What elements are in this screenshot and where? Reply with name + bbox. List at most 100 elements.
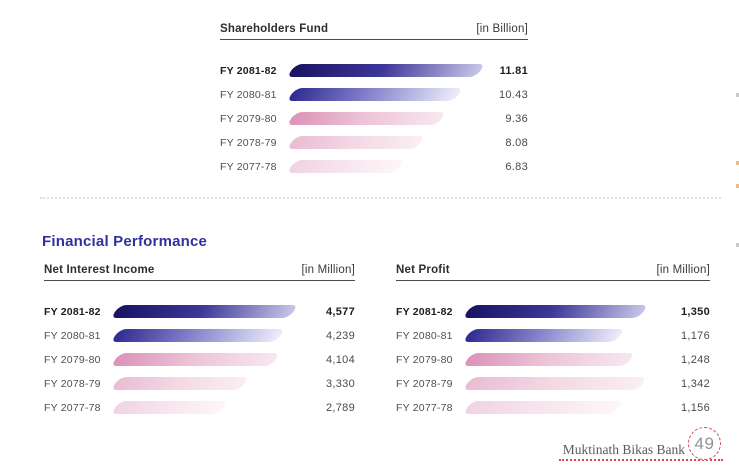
- chart-row: FY 2077-78 1,156: [396, 396, 710, 420]
- bar-track: [460, 329, 664, 343]
- chart-unit-label: [in Billion]: [476, 23, 528, 35]
- chart-rows: FY 2081-82 4,577 FY 2080-81 4,239 FY 2079-80…: [44, 300, 355, 420]
- value-label: 1,176: [680, 330, 710, 342]
- chart-row: FY 2081-82 4,577: [44, 300, 355, 324]
- value-label: 8.08: [505, 137, 528, 149]
- bar-track: [108, 329, 309, 343]
- value-bar: [288, 88, 462, 101]
- bar-track: [460, 401, 664, 415]
- value-bar: [288, 64, 484, 77]
- page-number: 49: [694, 433, 715, 453]
- section-divider: [40, 197, 721, 199]
- chart-row: FY 2081-82 1,350: [396, 300, 710, 324]
- net-interest-income-chart: Net Interest Income [in Million] FY 2081…: [44, 262, 355, 420]
- bar-track: [108, 305, 309, 319]
- bar-track: [284, 160, 482, 174]
- value-bar: [112, 329, 284, 342]
- value-bar: [464, 377, 646, 390]
- edge-tab-mark: [736, 243, 739, 247]
- fiscal-year-label: FY 2077-78: [396, 402, 453, 414]
- value-bar: [464, 305, 647, 318]
- net-profit-chart: Net Profit [in Million] FY 2081-82 1,350 F…: [396, 262, 710, 420]
- chart-row: FY 2078-79 3,330: [44, 372, 355, 396]
- value-bar: [288, 112, 445, 125]
- value-bar: [464, 401, 622, 414]
- fiscal-year-label: FY 2080-81: [44, 330, 101, 342]
- fiscal-year-label: FY 2081-82: [44, 306, 101, 318]
- bar-track: [284, 112, 482, 126]
- fiscal-year-label: FY 2081-82: [220, 65, 277, 77]
- value-label: 1,350: [680, 306, 710, 318]
- value-bar: [288, 160, 404, 173]
- value-bar: [112, 305, 297, 318]
- value-label: 9.36: [505, 113, 528, 125]
- value-label: 6.83: [505, 161, 528, 173]
- value-label: 4,239: [325, 330, 355, 342]
- value-label: 4,577: [325, 306, 355, 318]
- chart-row: FY 2081-82 11.81: [220, 59, 528, 83]
- footer-dotted-rule: [559, 459, 723, 461]
- edge-tab-mark: [736, 184, 739, 188]
- bar-track: [460, 353, 664, 367]
- fiscal-year-label: FY 2080-81: [396, 330, 453, 342]
- edge-tab-mark: [736, 93, 739, 97]
- chart-row: FY 2078-79 1,342: [396, 372, 710, 396]
- value-label: 4,104: [325, 354, 355, 366]
- value-bar: [464, 353, 634, 366]
- value-label: 1,342: [680, 378, 710, 390]
- section-heading: Financial Performance: [42, 233, 208, 250]
- bar-track: [108, 353, 309, 367]
- chart-row: FY 2078-79 8.08: [220, 131, 528, 155]
- bar-track: [108, 377, 309, 391]
- chart-row: FY 2077-78 6.83: [220, 155, 528, 179]
- chart-rows: FY 2081-82 11.81 FY 2080-81 10.43 FY 2079-80…: [220, 59, 528, 179]
- chart-row: FY 2080-81 10.43: [220, 83, 528, 107]
- fiscal-year-label: FY 2078-79: [44, 378, 101, 390]
- chart-row: FY 2080-81 1,176: [396, 324, 710, 348]
- chart-row: FY 2077-78 2,789: [44, 396, 355, 420]
- value-label: 1,156: [680, 402, 710, 414]
- value-label: 2,789: [325, 402, 355, 414]
- chart-row: FY 2079-80 1,248: [396, 348, 710, 372]
- fiscal-year-label: FY 2078-79: [220, 137, 277, 149]
- chart-row: FY 2079-80 9.36: [220, 107, 528, 131]
- chart-title: Shareholders Fund: [220, 23, 329, 35]
- chart-unit-label: [in Million]: [301, 264, 355, 276]
- value-label: 10.43: [498, 89, 528, 101]
- bar-track: [284, 64, 484, 78]
- footer-bank-name: Muktinath Bikas Bank: [562, 442, 685, 457]
- fiscal-year-label: FY 2080-81: [220, 89, 277, 101]
- bar-track: [284, 136, 482, 150]
- shareholders-fund-chart: Shareholders Fund [in Billion] FY 2081-8…: [220, 21, 528, 179]
- fiscal-year-label: FY 2077-78: [44, 402, 101, 414]
- bar-track: [460, 377, 664, 391]
- fiscal-year-label: FY 2078-79: [396, 378, 453, 390]
- fiscal-year-label: FY 2079-80: [44, 354, 101, 366]
- bar-track: [460, 305, 664, 319]
- page-number-badge: 49: [688, 427, 721, 460]
- fiscal-year-label: FY 2079-80: [220, 113, 277, 125]
- chart-row: FY 2080-81 4,239: [44, 324, 355, 348]
- edge-tab-mark: [736, 161, 739, 165]
- value-bar: [112, 353, 279, 366]
- chart-header: Net Profit [in Million]: [396, 262, 710, 281]
- bar-track: [284, 88, 482, 102]
- value-bar: [464, 329, 624, 342]
- value-label: 11.81: [499, 65, 528, 77]
- fiscal-year-label: FY 2077-78: [220, 161, 277, 173]
- value-bar: [112, 401, 227, 414]
- chart-title: Net Interest Income: [44, 264, 155, 276]
- bar-track: [108, 401, 309, 415]
- fiscal-year-label: FY 2081-82: [396, 306, 453, 318]
- value-label: 1,248: [680, 354, 710, 366]
- chart-header: Net Interest Income [in Million]: [44, 262, 355, 281]
- value-bar: [288, 136, 424, 149]
- chart-row: FY 2079-80 4,104: [44, 348, 355, 372]
- fiscal-year-label: FY 2079-80: [396, 354, 453, 366]
- chart-rows: FY 2081-82 1,350 FY 2080-81 1,176 FY 2079-80…: [396, 300, 710, 420]
- chart-title: Net Profit: [396, 264, 450, 276]
- value-bar: [112, 377, 249, 390]
- value-label: 3,330: [325, 378, 355, 390]
- chart-header: Shareholders Fund [in Billion]: [220, 21, 528, 40]
